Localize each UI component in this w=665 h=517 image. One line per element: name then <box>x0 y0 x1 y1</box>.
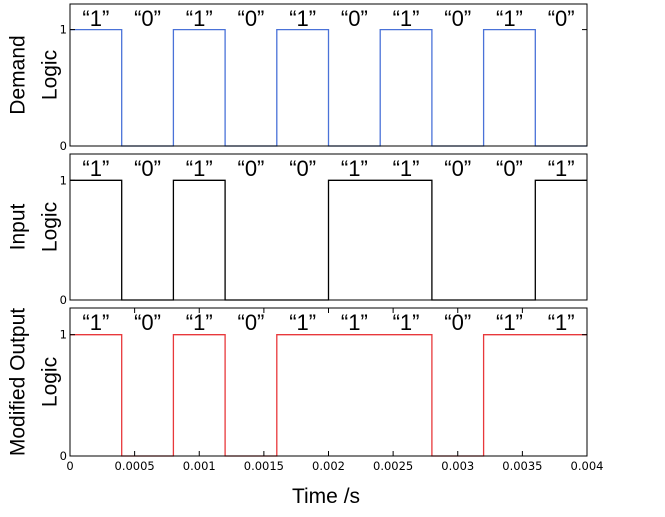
x-axis-label: Time /s <box>292 485 360 508</box>
bit-label: “0” <box>238 310 265 335</box>
series-line-input <box>70 179 587 301</box>
bit-label: “1” <box>341 310 368 335</box>
y-axis-label: Logic <box>39 357 62 407</box>
bit-label: “1” <box>496 6 523 31</box>
bit-label: “1” <box>82 310 109 335</box>
x-tick-label: 0.001 <box>183 459 216 473</box>
bit-label: “1” <box>82 156 109 181</box>
bit-label: “0” <box>444 156 471 181</box>
bit-label: “1” <box>186 310 213 335</box>
y-axis-label: Logic <box>39 202 62 252</box>
bit-label: “0” <box>134 310 161 335</box>
x-tick-label: 0.004 <box>571 459 604 473</box>
bit-label: “0” <box>496 156 523 181</box>
x-tick-label: 0.003 <box>441 459 474 473</box>
bit-label: “0” <box>548 6 575 31</box>
bit-label: “1” <box>393 156 420 181</box>
y-tick-label: 0 <box>60 293 67 307</box>
bit-label: “1” <box>393 6 420 31</box>
x-tick-label: 0.0015 <box>244 459 284 473</box>
y-tick-label: 1 <box>60 328 67 342</box>
y-axis-label: Input <box>7 203 30 250</box>
bit-label: “1” <box>341 156 368 181</box>
y-axis-label: Logic <box>39 50 62 100</box>
series-line-modified-output <box>70 334 587 457</box>
bit-label: “0” <box>238 6 265 31</box>
bit-label: “1” <box>289 310 316 335</box>
x-tick-label: 0.002 <box>312 459 345 473</box>
bit-label: “1” <box>186 6 213 31</box>
plot-frame-input <box>69 153 588 301</box>
bit-label: “1” <box>289 6 316 31</box>
y-tick-label: 0 <box>60 139 67 153</box>
y-tick-label: 0 <box>60 449 67 463</box>
bit-label: “0” <box>444 310 471 335</box>
x-tick-label: 0.0035 <box>502 459 542 473</box>
bit-label: “0” <box>134 6 161 31</box>
plot-frame-demand <box>69 3 588 147</box>
bit-label: “0” <box>289 156 316 181</box>
bit-label: “0” <box>444 6 471 31</box>
bit-label: “1” <box>548 156 575 181</box>
bit-label: “1” <box>393 310 420 335</box>
y-axis-label: Demand <box>7 35 30 114</box>
series-line-demand <box>70 28 587 147</box>
y-axis-label: Modified Output <box>7 308 30 456</box>
x-tick-label: 0.0005 <box>115 459 155 473</box>
bit-label: “1” <box>496 310 523 335</box>
x-tick-label: 0 <box>66 459 73 473</box>
bit-label: “0” <box>341 6 368 31</box>
y-tick-label: 1 <box>60 173 67 187</box>
bit-label: “0” <box>238 156 265 181</box>
bit-label: “1” <box>548 310 575 335</box>
y-tick-label: 1 <box>60 23 67 37</box>
bit-label: “1” <box>82 6 109 31</box>
x-tick-label: 0.0025 <box>373 459 413 473</box>
bit-label: “1” <box>186 156 213 181</box>
bit-label: “0” <box>134 156 161 181</box>
